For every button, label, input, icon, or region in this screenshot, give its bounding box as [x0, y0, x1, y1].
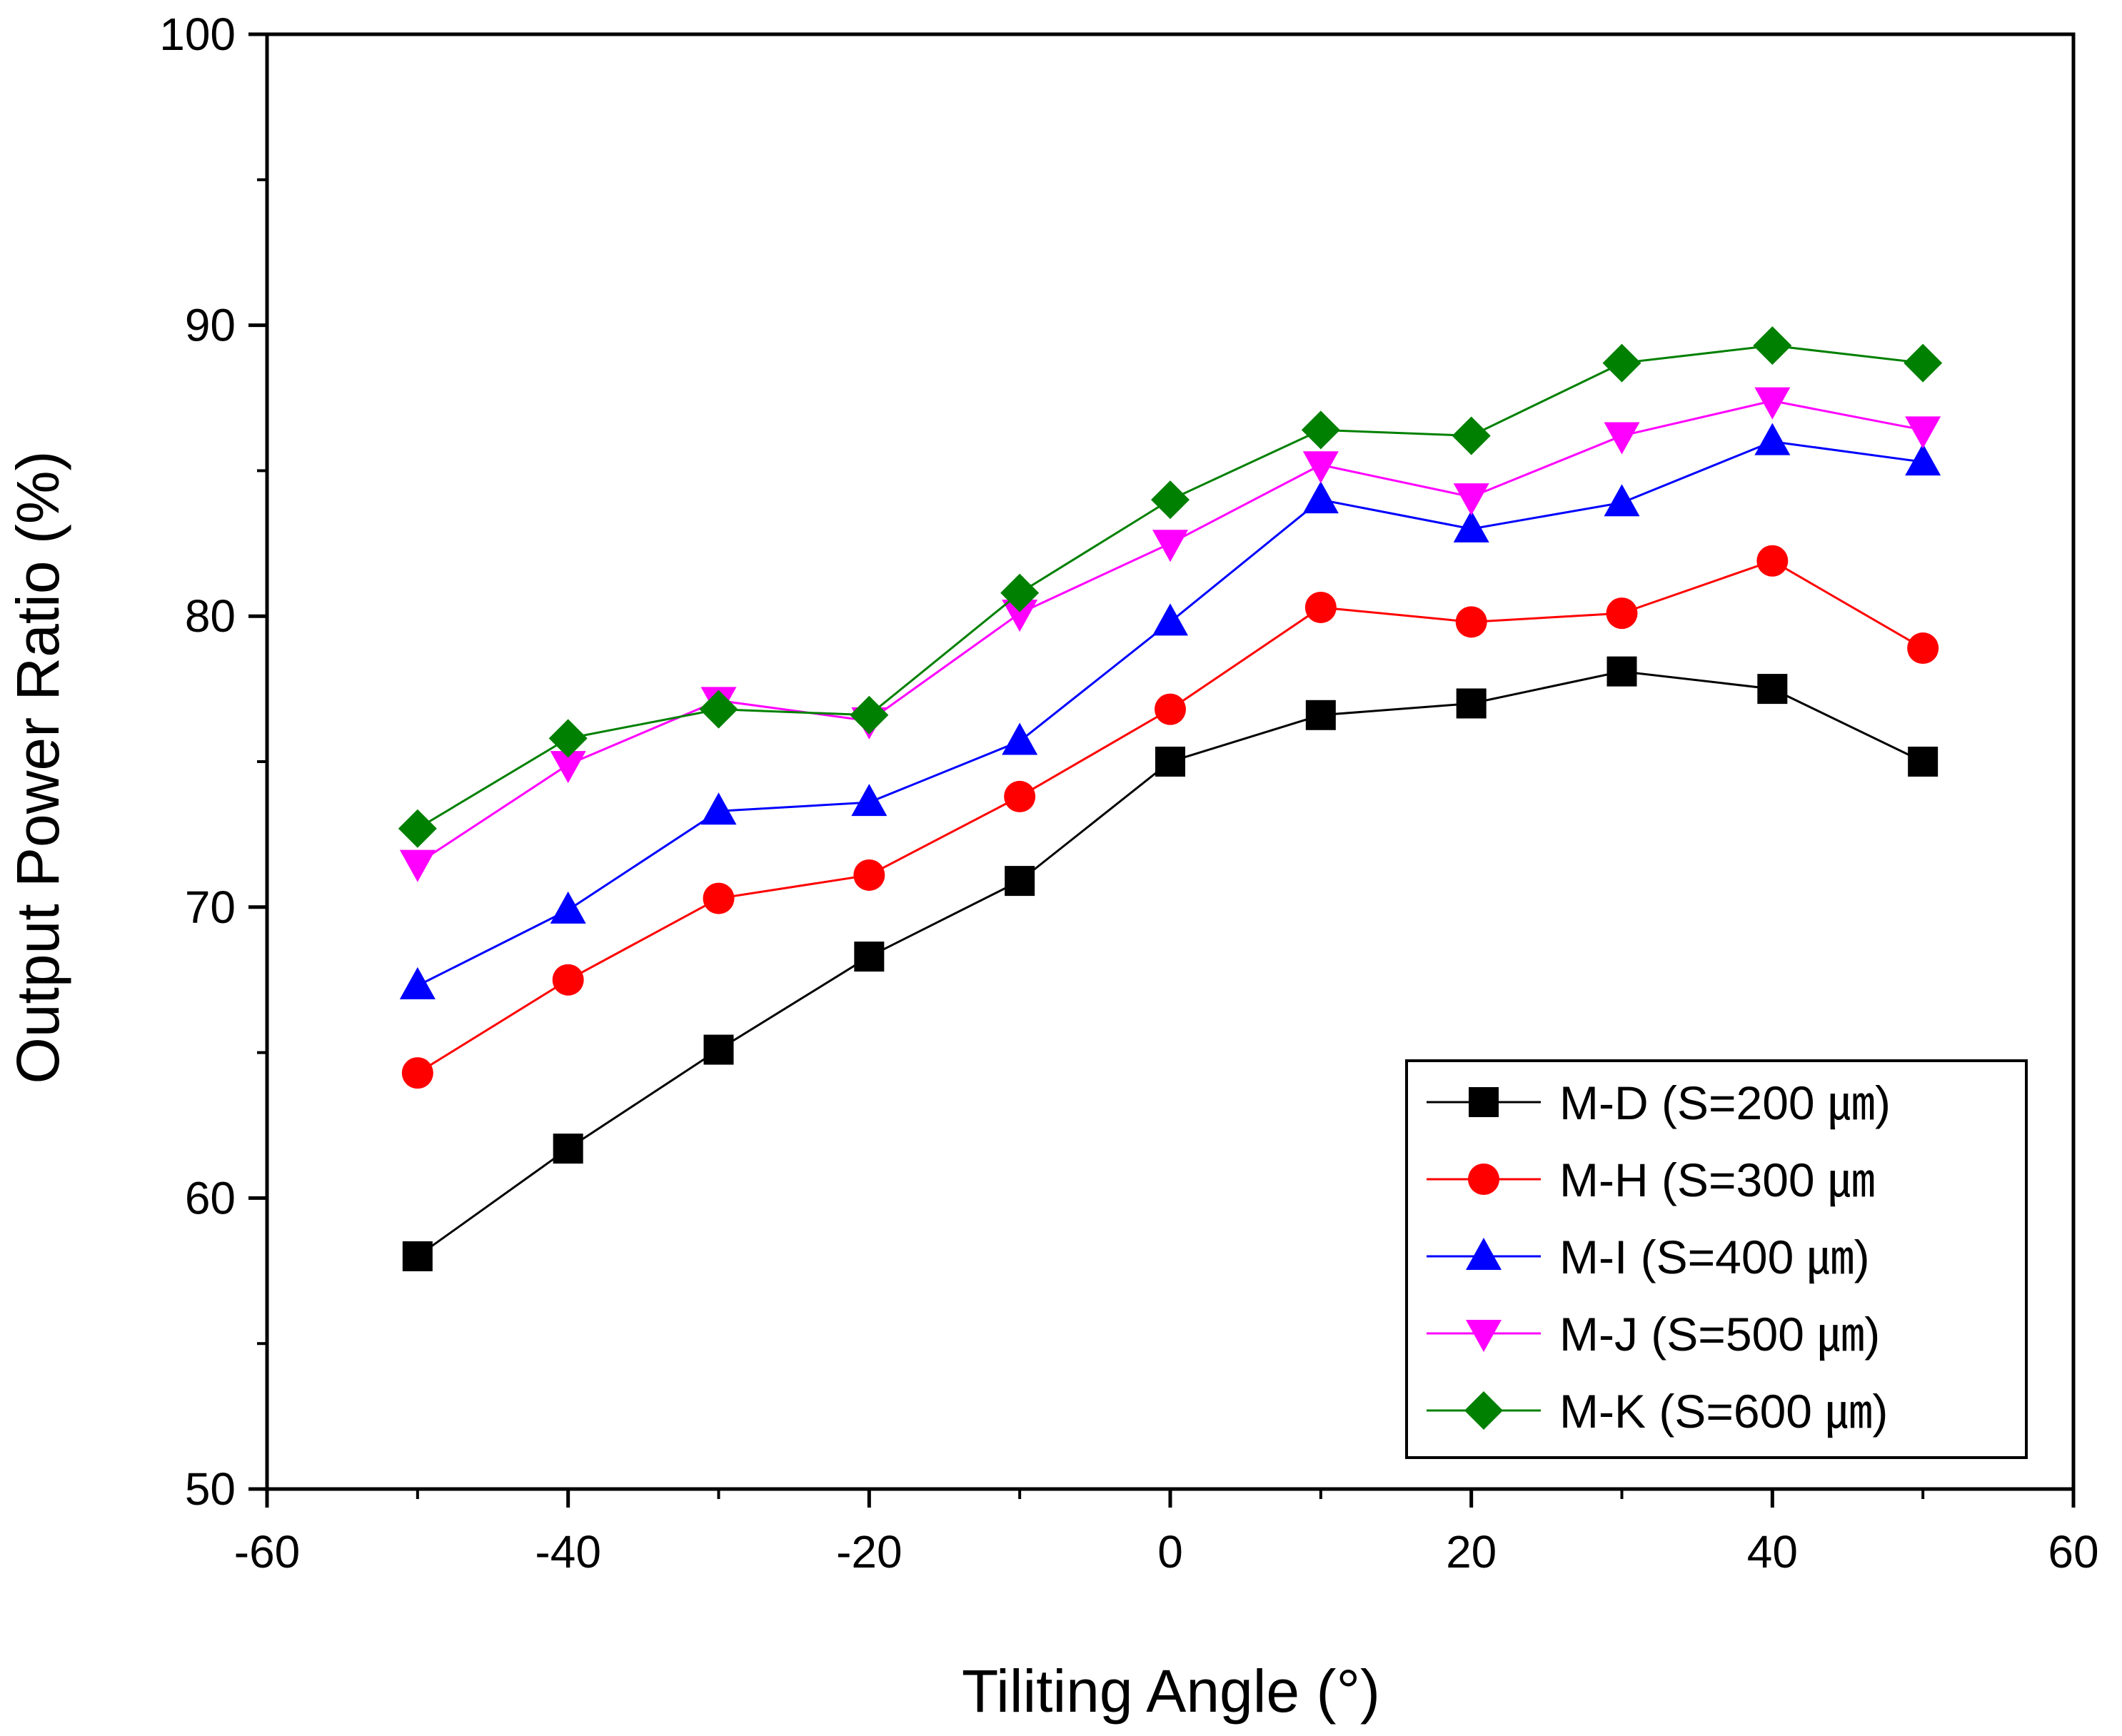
data-point	[1304, 591, 1337, 623]
legend-label: M-K (S=600 ㎛)	[1559, 1385, 1888, 1438]
data-point	[1908, 747, 1939, 777]
data-point	[552, 964, 584, 996]
data-point	[1152, 603, 1188, 636]
legend-label: M-I (S=400 ㎛)	[1559, 1231, 1870, 1284]
data-point	[1904, 343, 1943, 383]
legend-entry: M-D (S=200 ㎛)	[1427, 1076, 1891, 1130]
x-axis-title: Tiliting Angle (°)	[962, 1657, 1380, 1725]
data-point	[1905, 443, 1941, 476]
data-point	[703, 1034, 734, 1065]
data-point	[1606, 597, 1638, 630]
data-point	[1152, 530, 1188, 562]
data-point	[1302, 451, 1339, 484]
data-point	[548, 719, 588, 758]
x-tick-label: -40	[535, 1526, 601, 1578]
y-tick-label: 80	[185, 590, 236, 642]
data-point	[553, 1134, 583, 1164]
legend-marker	[1468, 1164, 1499, 1195]
legend-entry: M-J (S=500 ㎛)	[1427, 1308, 1880, 1361]
x-tick-label: -20	[836, 1526, 902, 1578]
y-tick-label: 70	[185, 882, 236, 933]
data-point	[1004, 780, 1036, 812]
legend-entry: M-K (S=600 ㎛)	[1427, 1385, 1888, 1438]
data-point	[1757, 674, 1788, 705]
data-point	[853, 859, 885, 891]
legend-box	[1405, 1059, 2028, 1459]
y-tick-label: 60	[185, 1172, 236, 1223]
data-point	[402, 1241, 433, 1271]
x-tick-label: 60	[2048, 1526, 2098, 1578]
data-point	[700, 792, 737, 825]
y-tick-label: 100	[159, 9, 236, 60]
data-point	[1005, 866, 1035, 897]
data-point	[854, 942, 885, 972]
data-point	[550, 751, 586, 784]
data-point	[703, 882, 735, 914]
data-point	[1302, 481, 1339, 514]
data-point	[1756, 545, 1789, 577]
data-point	[401, 1057, 433, 1089]
data-point	[1754, 387, 1791, 420]
legend-marker	[1464, 1391, 1503, 1430]
data-point	[699, 690, 738, 729]
legend-label: M-J (S=500 ㎛)	[1559, 1308, 1880, 1361]
series-4	[398, 326, 1943, 848]
data-point	[1604, 422, 1640, 455]
legend-entry: M-H (S=300 ㎛	[1427, 1154, 1875, 1207]
data-point	[1155, 693, 1186, 725]
y-axis-title: Output Power Ratio (%)	[4, 450, 71, 1084]
data-point	[1000, 573, 1040, 612]
legend-marker	[1469, 1087, 1499, 1117]
data-point	[1151, 480, 1190, 520]
data-point	[850, 695, 889, 735]
y-tick-label: 90	[185, 300, 236, 351]
data-point	[1606, 656, 1637, 687]
data-point	[398, 809, 437, 848]
data-point	[1456, 688, 1487, 719]
data-point	[1155, 747, 1185, 777]
data-point	[1907, 632, 1939, 665]
data-point	[1602, 343, 1641, 383]
data-point	[1453, 483, 1489, 516]
x-tick-label: -60	[234, 1526, 301, 1578]
legend-label: M-H (S=300 ㎛	[1559, 1154, 1875, 1207]
data-point	[1452, 416, 1491, 455]
data-point	[1453, 510, 1489, 542]
legend-entry: M-I (S=400 ㎛)	[1427, 1231, 1870, 1284]
legend-marker	[1466, 1238, 1502, 1270]
data-point	[399, 967, 436, 999]
data-point	[1002, 600, 1038, 632]
series-0	[402, 656, 1939, 1271]
data-point	[399, 849, 436, 882]
legend-marker	[1466, 1320, 1502, 1352]
data-point	[1753, 326, 1792, 365]
x-tick-label: 20	[1446, 1526, 1497, 1578]
x-tick-label: 0	[1157, 1526, 1183, 1578]
series-2	[399, 423, 1941, 999]
data-point	[851, 784, 887, 817]
data-point	[550, 891, 586, 924]
y-tick-label: 50	[185, 1463, 236, 1515]
data-point	[1905, 416, 1941, 449]
series-1	[401, 545, 1939, 1089]
data-point	[1455, 606, 1487, 638]
data-point	[1754, 423, 1791, 455]
data-point	[1305, 700, 1336, 730]
data-point	[1002, 722, 1038, 755]
data-point	[1301, 410, 1340, 450]
data-point	[1604, 484, 1640, 517]
legend-label: M-D (S=200 ㎛)	[1559, 1076, 1891, 1130]
x-tick-label: 40	[1747, 1526, 1798, 1578]
